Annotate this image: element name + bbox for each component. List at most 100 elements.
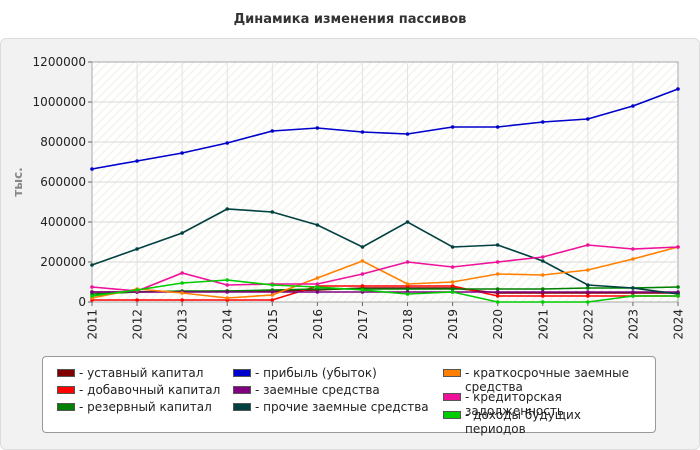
series-5	[90, 207, 680, 296]
x-tick-label: 2013	[176, 309, 190, 340]
legend-swatch	[57, 369, 75, 377]
data-point	[405, 292, 410, 296]
data-point	[586, 268, 590, 272]
data-point	[360, 130, 365, 134]
data-point	[315, 276, 320, 280]
data-point	[270, 129, 275, 133]
y-tick-label: 400000	[40, 215, 86, 229]
y-tick-label: 600000	[40, 175, 86, 189]
data-point	[540, 273, 545, 277]
data-point	[495, 260, 500, 264]
series-3	[90, 87, 680, 171]
data-point	[405, 132, 410, 136]
data-point	[676, 87, 680, 91]
data-point	[225, 207, 230, 211]
legend-swatch	[57, 403, 75, 411]
data-point	[180, 298, 184, 302]
data-point	[180, 291, 184, 295]
x-tick-label: 2015	[266, 309, 280, 340]
data-point	[360, 284, 365, 288]
x-tick-label: 2024	[672, 309, 686, 340]
legend-item: - добавочный капитал	[57, 383, 220, 397]
data-point	[270, 283, 275, 287]
y-tick-label: 0	[78, 295, 86, 309]
data-point	[270, 290, 275, 294]
data-point	[495, 294, 500, 298]
data-point	[90, 294, 94, 298]
data-point	[225, 296, 230, 300]
data-point	[586, 243, 590, 247]
data-point	[90, 263, 94, 267]
data-point	[360, 288, 365, 292]
data-point	[495, 287, 500, 291]
data-point	[315, 126, 320, 130]
data-point	[676, 285, 680, 289]
x-tick-label: 2016	[311, 309, 325, 340]
legend-swatch	[233, 403, 251, 411]
legend: - уставный капитал - добавочный капитал - …	[42, 356, 656, 436]
series-line	[91, 279, 678, 303]
x-tick-label: 2017	[356, 309, 370, 340]
data-point	[631, 257, 635, 261]
data-point	[450, 280, 455, 284]
legend-label: - прибыль (убыток)	[255, 366, 377, 380]
series-line	[91, 286, 679, 295]
data-point	[450, 245, 455, 249]
legend-swatch	[443, 369, 461, 377]
legend-item: - резервный капитал	[57, 400, 212, 414]
x-tick-label: 2022	[581, 309, 595, 340]
data-point	[540, 300, 545, 304]
legend-swatch	[233, 369, 251, 377]
data-point	[90, 167, 94, 171]
y-tick-label: 200000	[40, 255, 86, 269]
x-tick-label: 2021	[536, 309, 550, 340]
data-point	[315, 285, 320, 289]
legend-item: - уставный капитал	[57, 366, 203, 380]
data-point	[540, 120, 545, 124]
data-point	[315, 282, 320, 286]
data-point	[315, 290, 320, 294]
data-point	[631, 286, 635, 290]
data-point	[495, 125, 500, 129]
data-point	[495, 272, 500, 276]
y-axis-label: тыс.	[11, 167, 25, 196]
data-point	[540, 255, 545, 259]
legend-label: - уставный капитал	[79, 366, 204, 380]
data-point	[360, 245, 365, 249]
y-tick-label: 1000000	[33, 95, 86, 109]
data-point	[225, 283, 230, 287]
legend-item: - прочие заемные средства	[233, 400, 429, 414]
data-point	[676, 245, 680, 249]
x-tick-label: 2023	[626, 309, 640, 340]
data-point	[135, 298, 139, 302]
series-line	[91, 246, 679, 299]
data-point	[631, 290, 635, 294]
series-line	[91, 88, 679, 170]
legend-label: - доходы будущих периодов	[465, 408, 581, 436]
data-point	[495, 300, 500, 304]
data-point	[586, 300, 590, 304]
y-tick-label: 800000	[40, 135, 86, 149]
data-point	[135, 247, 139, 251]
legend-item: - заемные средства	[233, 383, 380, 397]
x-tick-label: 2018	[401, 309, 415, 340]
data-point	[631, 247, 635, 251]
data-point	[135, 288, 139, 292]
series-line	[91, 208, 679, 295]
chart-title: Динамика изменения пассивов	[233, 12, 467, 27]
data-point	[450, 265, 455, 269]
data-point	[450, 287, 455, 291]
legend-label: - добавочный капитал	[79, 383, 221, 397]
legend-label: - прочие заемные средства	[255, 400, 429, 414]
legend-swatch	[443, 411, 461, 419]
data-point	[90, 285, 94, 289]
series-7	[90, 243, 680, 293]
legend-item: - краткосрочные заемные средства	[443, 366, 643, 394]
data-point	[495, 290, 500, 294]
data-point	[135, 159, 139, 163]
data-point	[180, 271, 184, 275]
legend-label: - резервный капитал	[79, 400, 212, 414]
data-point	[586, 294, 590, 298]
x-tick-label: 2019	[446, 309, 460, 340]
